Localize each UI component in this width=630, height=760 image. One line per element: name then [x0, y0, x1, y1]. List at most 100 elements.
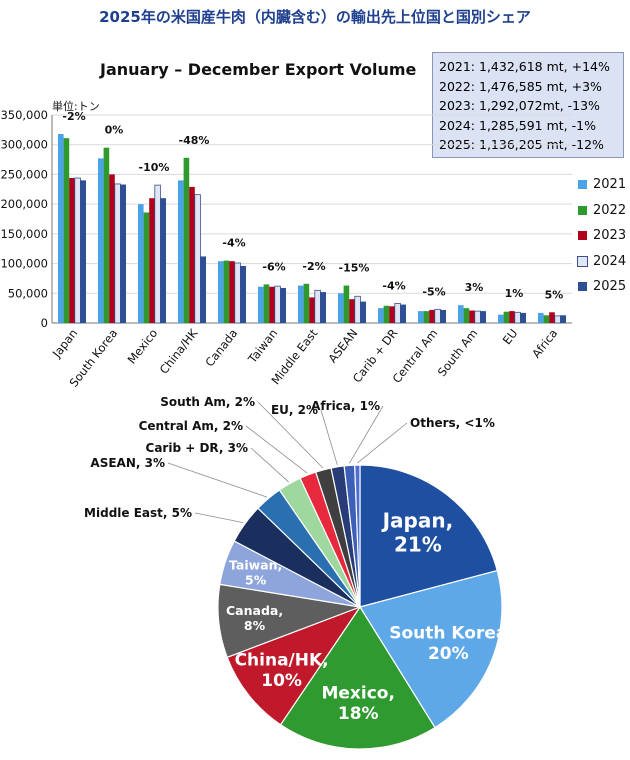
change-label-central-am: -5%: [422, 285, 445, 298]
bar-china-hk-2022: [183, 157, 190, 323]
bar-eu-2022: [503, 311, 510, 323]
bar-japan-2023: [69, 177, 75, 323]
pie-label-canada: Canada, 8%: [226, 603, 283, 633]
legend-item-2021: 2021: [578, 177, 627, 192]
pie-label-carib-dr-3: Carib + DR, 3%: [146, 441, 248, 455]
bar-china-hk-2025: [200, 256, 206, 323]
bar-mexico-2024: [154, 184, 161, 324]
bar-carib-dr-2023: [389, 306, 395, 323]
bar-central-am-2023: [429, 309, 435, 323]
bar-china-hk-2023: [189, 186, 195, 323]
y-tick-label: 300,000: [0, 138, 48, 152]
bar-canada-2024: [234, 262, 241, 324]
pie-leader-carib-dr-3: [250, 447, 289, 483]
bar-canada-2025: [240, 265, 246, 323]
legend-label-2021: 2021: [593, 177, 627, 192]
y-tick-label: 250,000: [0, 167, 48, 181]
pie-label-south-korea: South Korea 20%: [389, 624, 507, 664]
bar-asean-2025: [360, 301, 366, 323]
bar-china-hk-2024: [194, 194, 201, 324]
bar-chart-title: January – December Export Volume: [100, 60, 417, 79]
x-tick-label-eu: EU: [500, 326, 521, 347]
bar-south-am-2021: [458, 305, 464, 323]
pie-label-taiwan: Taiwan, 5%: [229, 558, 282, 588]
legend-swatch-2023: [578, 231, 587, 240]
legend-swatch-2022: [578, 205, 587, 215]
bar-japan-2025: [80, 180, 86, 323]
bar-taiwan-2024: [274, 285, 281, 324]
bar-taiwan-2023: [269, 286, 275, 323]
bar-africa-2024: [554, 315, 561, 324]
change-label-asean: -15%: [339, 262, 370, 275]
pie-label-middle-east-5: Middle East, 5%: [84, 506, 192, 520]
y-tick-label: 0: [41, 316, 48, 330]
x-tick-label-canada: Canada: [202, 326, 240, 369]
annual-totals-box: 2021: 1,432,618 mt, +14% 2022: 1,476,585…: [432, 52, 624, 158]
bar-central-am-2024: [434, 308, 441, 324]
pie-label-mexico: Mexico, 18%: [321, 684, 394, 724]
pie-slice-others-1: [354, 464, 361, 608]
change-label-eu: 1%: [505, 287, 524, 300]
pie-label-africa-1: Africa, 1%: [311, 399, 380, 413]
change-label-south-korea: 0%: [105, 124, 124, 137]
bar-taiwan-2021: [258, 286, 264, 323]
x-tick-label-japan: Japan: [49, 326, 80, 361]
legend-swatch-2024: [577, 255, 588, 267]
bar-south-korea-2021: [98, 158, 104, 323]
bar-south-am-2025: [480, 311, 486, 323]
bar-canada-2021: [218, 261, 224, 323]
bar-china-hk-2021: [178, 180, 184, 323]
pie-label-south-am-2: South Am, 2%: [160, 395, 255, 409]
bar-south-korea-2025: [120, 184, 126, 323]
change-label-carib-dr: -4%: [382, 279, 405, 292]
bar-canada-2022: [223, 260, 230, 323]
legend-label-2025: 2025: [593, 279, 627, 294]
bar-middle-east-2023: [309, 297, 315, 323]
change-label-middle-east: -2%: [302, 260, 325, 273]
change-label-taiwan: -6%: [262, 260, 285, 273]
bar-eu-2025: [520, 312, 526, 323]
pie-label-others-1: Others, <1%: [410, 416, 495, 430]
change-label-africa: 5%: [545, 288, 564, 301]
bar-middle-east-2021: [298, 285, 304, 323]
pie-slice-mexico: [279, 605, 436, 750]
legend-item-2024: 2024: [577, 253, 627, 269]
change-label-china-hk: -48%: [179, 134, 210, 147]
bar-south-am-2024: [474, 310, 481, 324]
y-tick-label: 150,000: [0, 227, 48, 241]
change-label-south-am: 3%: [465, 281, 484, 294]
bar-central-am-2022: [423, 311, 430, 323]
y-tick-label: 100,000: [0, 257, 48, 271]
pie-leader-central-am-2: [245, 425, 308, 474]
bar-mexico-2022: [143, 212, 150, 323]
x-tick-label-mexico: Mexico: [125, 326, 161, 366]
pie-leader-middle-east-5: [194, 512, 244, 524]
x-tick-label-africa: Africa: [529, 326, 560, 360]
total-2021: 2021: 1,432,618 mt, +14%: [439, 59, 610, 74]
bar-south-am-2023: [469, 310, 475, 323]
pie-slice-china-hk: [226, 605, 362, 726]
bar-japan-2021: [58, 134, 64, 323]
total-2023: 2023: 1,292,072mt, -13%: [439, 98, 600, 113]
bar-japan-2024: [74, 177, 81, 324]
legend-item-2023: 2023: [578, 228, 627, 243]
legend-label-2022: 2022: [593, 202, 627, 218]
bar-africa-2021: [538, 312, 544, 323]
bar-carib-dr-2022: [383, 305, 390, 323]
bar-africa-2025: [560, 315, 566, 323]
bar-middle-east-2024: [314, 289, 321, 324]
legend-swatch-2021: [578, 180, 587, 189]
bar-canada-2023: [229, 261, 235, 323]
bar-south-korea-2022: [103, 147, 110, 323]
pie-leader-eu-2: [320, 409, 338, 465]
bar-asean-2022: [343, 285, 350, 323]
pie-slice-japan: [359, 464, 498, 608]
legend-label-2024: 2024: [593, 253, 627, 269]
pie-leader-africa-1: [348, 405, 384, 464]
unit-label: 単位:トン: [52, 100, 100, 113]
x-tick-label-taiwan: Taiwan: [245, 326, 281, 366]
bar-africa-2023: [549, 312, 555, 323]
pie-label-japan: Japan, 21%: [381, 509, 454, 557]
legend-label-2023: 2023: [593, 228, 627, 243]
x-tick-label-china-hk: China/HK: [157, 326, 201, 377]
